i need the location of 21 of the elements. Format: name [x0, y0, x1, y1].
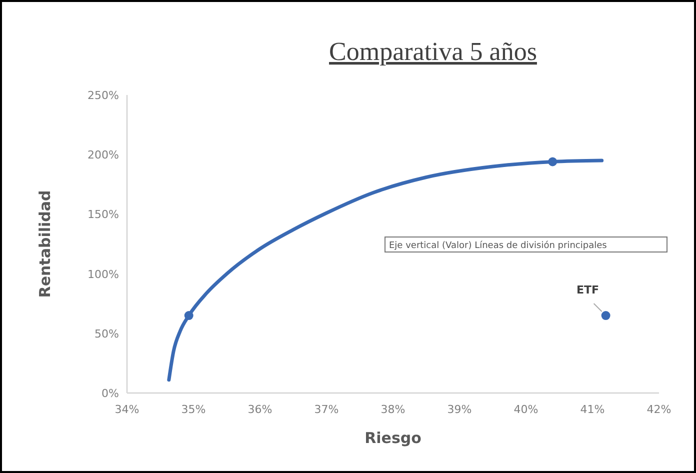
x-tick-label: 39%	[447, 403, 472, 416]
x-tick-label: 37%	[314, 403, 339, 416]
x-tick-label: 34%	[114, 403, 140, 416]
x-tick-label: 40%	[514, 403, 538, 416]
y-tick-label: 0%	[102, 387, 119, 400]
x-tick-label: 41%	[580, 403, 605, 416]
x-tick-label: 42%	[646, 403, 672, 416]
tooltip-box: Eje vertical (Valor) Líneas de división principales	[384, 236, 668, 252]
y-axis-title: Rentabilidad	[36, 190, 54, 298]
y-tick-label: 150%	[88, 208, 119, 222]
y-tick-label: 100%	[88, 268, 119, 281]
chart-title: Comparativa 5 años	[329, 37, 537, 66]
x-axis-title: Riesgo	[364, 429, 422, 447]
annotation: Eje vertical (Valor) Líneas de división principales	[389, 240, 608, 251]
x-tick-label: 35%	[181, 403, 206, 416]
y-tick-label: 200%	[88, 148, 119, 162]
y-tick-label: 50%	[94, 327, 119, 340]
annotation: ETF	[576, 284, 600, 297]
x-tick-label: 36%	[248, 403, 272, 416]
x-tick-label: 38%	[380, 403, 406, 416]
y-tick-label: 250%	[88, 89, 119, 102]
